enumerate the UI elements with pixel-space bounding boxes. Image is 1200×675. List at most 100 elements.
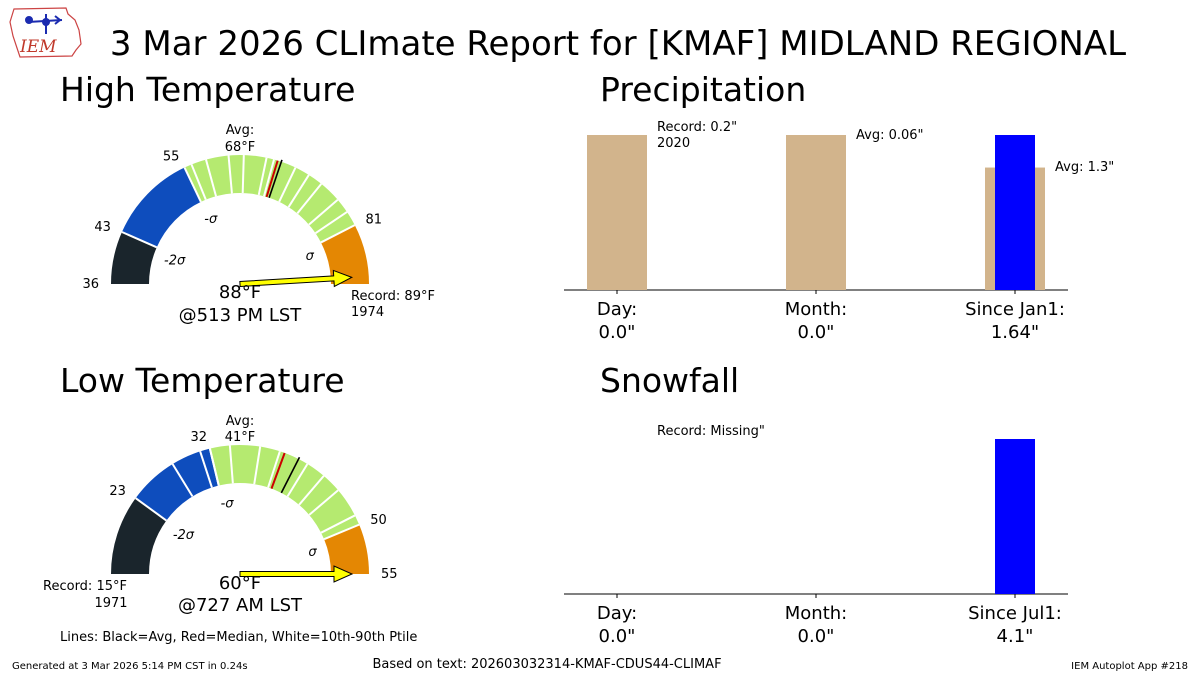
gauge-sigma-label: -σ — [204, 212, 218, 227]
observed-arrow — [239, 565, 354, 583]
x-tick-label: Day: — [597, 299, 637, 320]
percentile-line — [267, 451, 281, 488]
low-record-label: Record: 15°F — [43, 579, 127, 594]
band-separator — [323, 523, 360, 541]
low-observed-value: 60°F — [219, 573, 261, 594]
gauge-band-below-sigma — [135, 448, 219, 521]
bar-annotation-sub: 2020 — [657, 136, 690, 151]
band-separator — [320, 224, 356, 244]
percentile-line — [253, 446, 262, 485]
percentile-line — [278, 167, 297, 203]
based-on-note: Based on text: 202603032314-KMAF-CDUS44-… — [372, 657, 721, 672]
high-temp-title: High Temperature — [60, 70, 355, 109]
figure-title: 3 Mar 2026 CLImate Report for [KMAF] MID… — [110, 24, 1126, 64]
high-record-year: 1974 — [351, 305, 384, 320]
high-observed-time: @513 PM LST — [179, 305, 303, 326]
percentile-line — [308, 489, 339, 516]
snow-bar-chart: Day:0.0"Month:0.0"Since Jul1:4.1"Record:… — [564, 424, 1068, 647]
band-separator — [208, 448, 220, 486]
x-tick-label: Month: — [785, 299, 847, 320]
gauge-sigma-label: -2σ — [173, 528, 195, 543]
band-separator — [135, 497, 167, 522]
generated-note: Generated at 3 Mar 2026 5:14 PM CST in 0… — [12, 661, 248, 672]
x-value-label: 0.0" — [599, 626, 636, 647]
logo-text: IEM — [19, 37, 57, 57]
percentile-line — [308, 199, 339, 226]
percentile-line — [227, 155, 233, 194]
x-tick-label: Since Jul1: — [968, 603, 1062, 624]
observed-arrow — [239, 269, 354, 288]
bar-annotation: Avg: 0.06" — [856, 128, 924, 143]
high-avg-value: 68°F — [225, 140, 256, 155]
gauge-sigma-label: -2σ — [164, 254, 186, 269]
median-line — [265, 160, 279, 198]
percentile-line — [228, 445, 234, 484]
climo-bar — [587, 135, 647, 290]
bar-annotation: Record: Missing" — [657, 424, 765, 439]
percentile-line — [241, 155, 245, 194]
gauge-tick-label: 55 — [163, 150, 180, 165]
avg-line — [268, 159, 283, 199]
percentile-line — [171, 463, 194, 497]
percentile-line — [286, 463, 309, 497]
high-avg-label: Avg: — [226, 123, 254, 138]
x-tick-label: Since Jan1: — [965, 299, 1065, 320]
percentile-line — [287, 174, 310, 208]
app-note: IEM Autoplot App #218 — [1071, 661, 1188, 672]
low-record-year: 1971 — [94, 596, 127, 611]
gauge-tick-label: 36 — [82, 277, 99, 292]
observed-bar — [995, 439, 1035, 594]
gauge-band-normal — [209, 445, 360, 540]
gauge-band-normal — [184, 155, 355, 243]
x-value-label: 4.1" — [997, 626, 1034, 647]
gauge-tick-label: 43 — [94, 220, 111, 235]
observed-bar — [995, 135, 1035, 290]
weather-station-icon — [25, 14, 63, 34]
low-avg-label: Avg: — [226, 414, 254, 429]
x-value-label: 0.0" — [798, 626, 835, 647]
percentile-line — [263, 159, 275, 197]
high-record-label: Record: 89°F — [351, 289, 435, 304]
x-tick-label: Day: — [597, 603, 637, 624]
gauge-band-below-2sigma — [111, 498, 167, 574]
low-temp-title: Low Temperature — [60, 361, 345, 400]
lines-legend-note: Lines: Black=Avg, Red=Median, White=10th… — [60, 630, 417, 645]
percentile-line — [298, 475, 325, 506]
avg-line — [280, 456, 301, 494]
gauge-sigma-label: -σ — [221, 496, 235, 511]
bar-annotation: Record: 0.2" — [657, 120, 737, 135]
x-value-label: 1.64" — [991, 322, 1039, 343]
high-observed-value: 88°F — [219, 282, 261, 303]
precip-title: Precipitation — [600, 70, 806, 109]
x-value-label: 0.0" — [798, 322, 835, 343]
snow-title: Snowfall — [600, 361, 739, 400]
percentile-line — [314, 211, 348, 234]
precip-bar-chart: Day:0.0"Month:0.0"Since Jan1:1.64"Record… — [564, 120, 1114, 343]
gauge-tick-label: 55 — [381, 567, 398, 582]
gauge-sigma-label: σ — [306, 249, 315, 264]
percentile-line — [199, 451, 213, 488]
gauge-tick-label: 23 — [109, 484, 126, 499]
gauge-sigma-label: σ — [308, 545, 317, 560]
gauge-band-below-sigma — [121, 167, 201, 248]
bar-annotation: Avg: 1.3" — [1055, 160, 1114, 175]
low-avg-value: 41°F — [225, 430, 256, 445]
iem-logo: IEM — [9, 7, 82, 58]
percentile-line — [205, 159, 217, 197]
gauge-band-above-sigma — [324, 524, 369, 574]
gauge-band-below-2sigma — [111, 231, 157, 284]
band-separator — [121, 231, 158, 249]
gauge-tick-label: 81 — [365, 213, 382, 228]
percentile-line — [296, 183, 323, 214]
band-separator — [183, 167, 202, 203]
high-temp-gauge: 36 43 55 81 -2σ -σ σ — [82, 150, 382, 292]
gauge-tick-label: 50 — [370, 513, 387, 528]
x-value-label: 0.0" — [599, 322, 636, 343]
x-tick-label: Month: — [785, 603, 847, 624]
gauge-band-above-sigma — [320, 225, 369, 284]
low-temp-gauge: 23 32 50 55 -2σ -σ σ — [109, 430, 398, 583]
percentile-line — [257, 157, 268, 196]
gauge-tick-label: 32 — [191, 430, 208, 445]
low-observed-time: @727 AM LST — [178, 595, 303, 616]
